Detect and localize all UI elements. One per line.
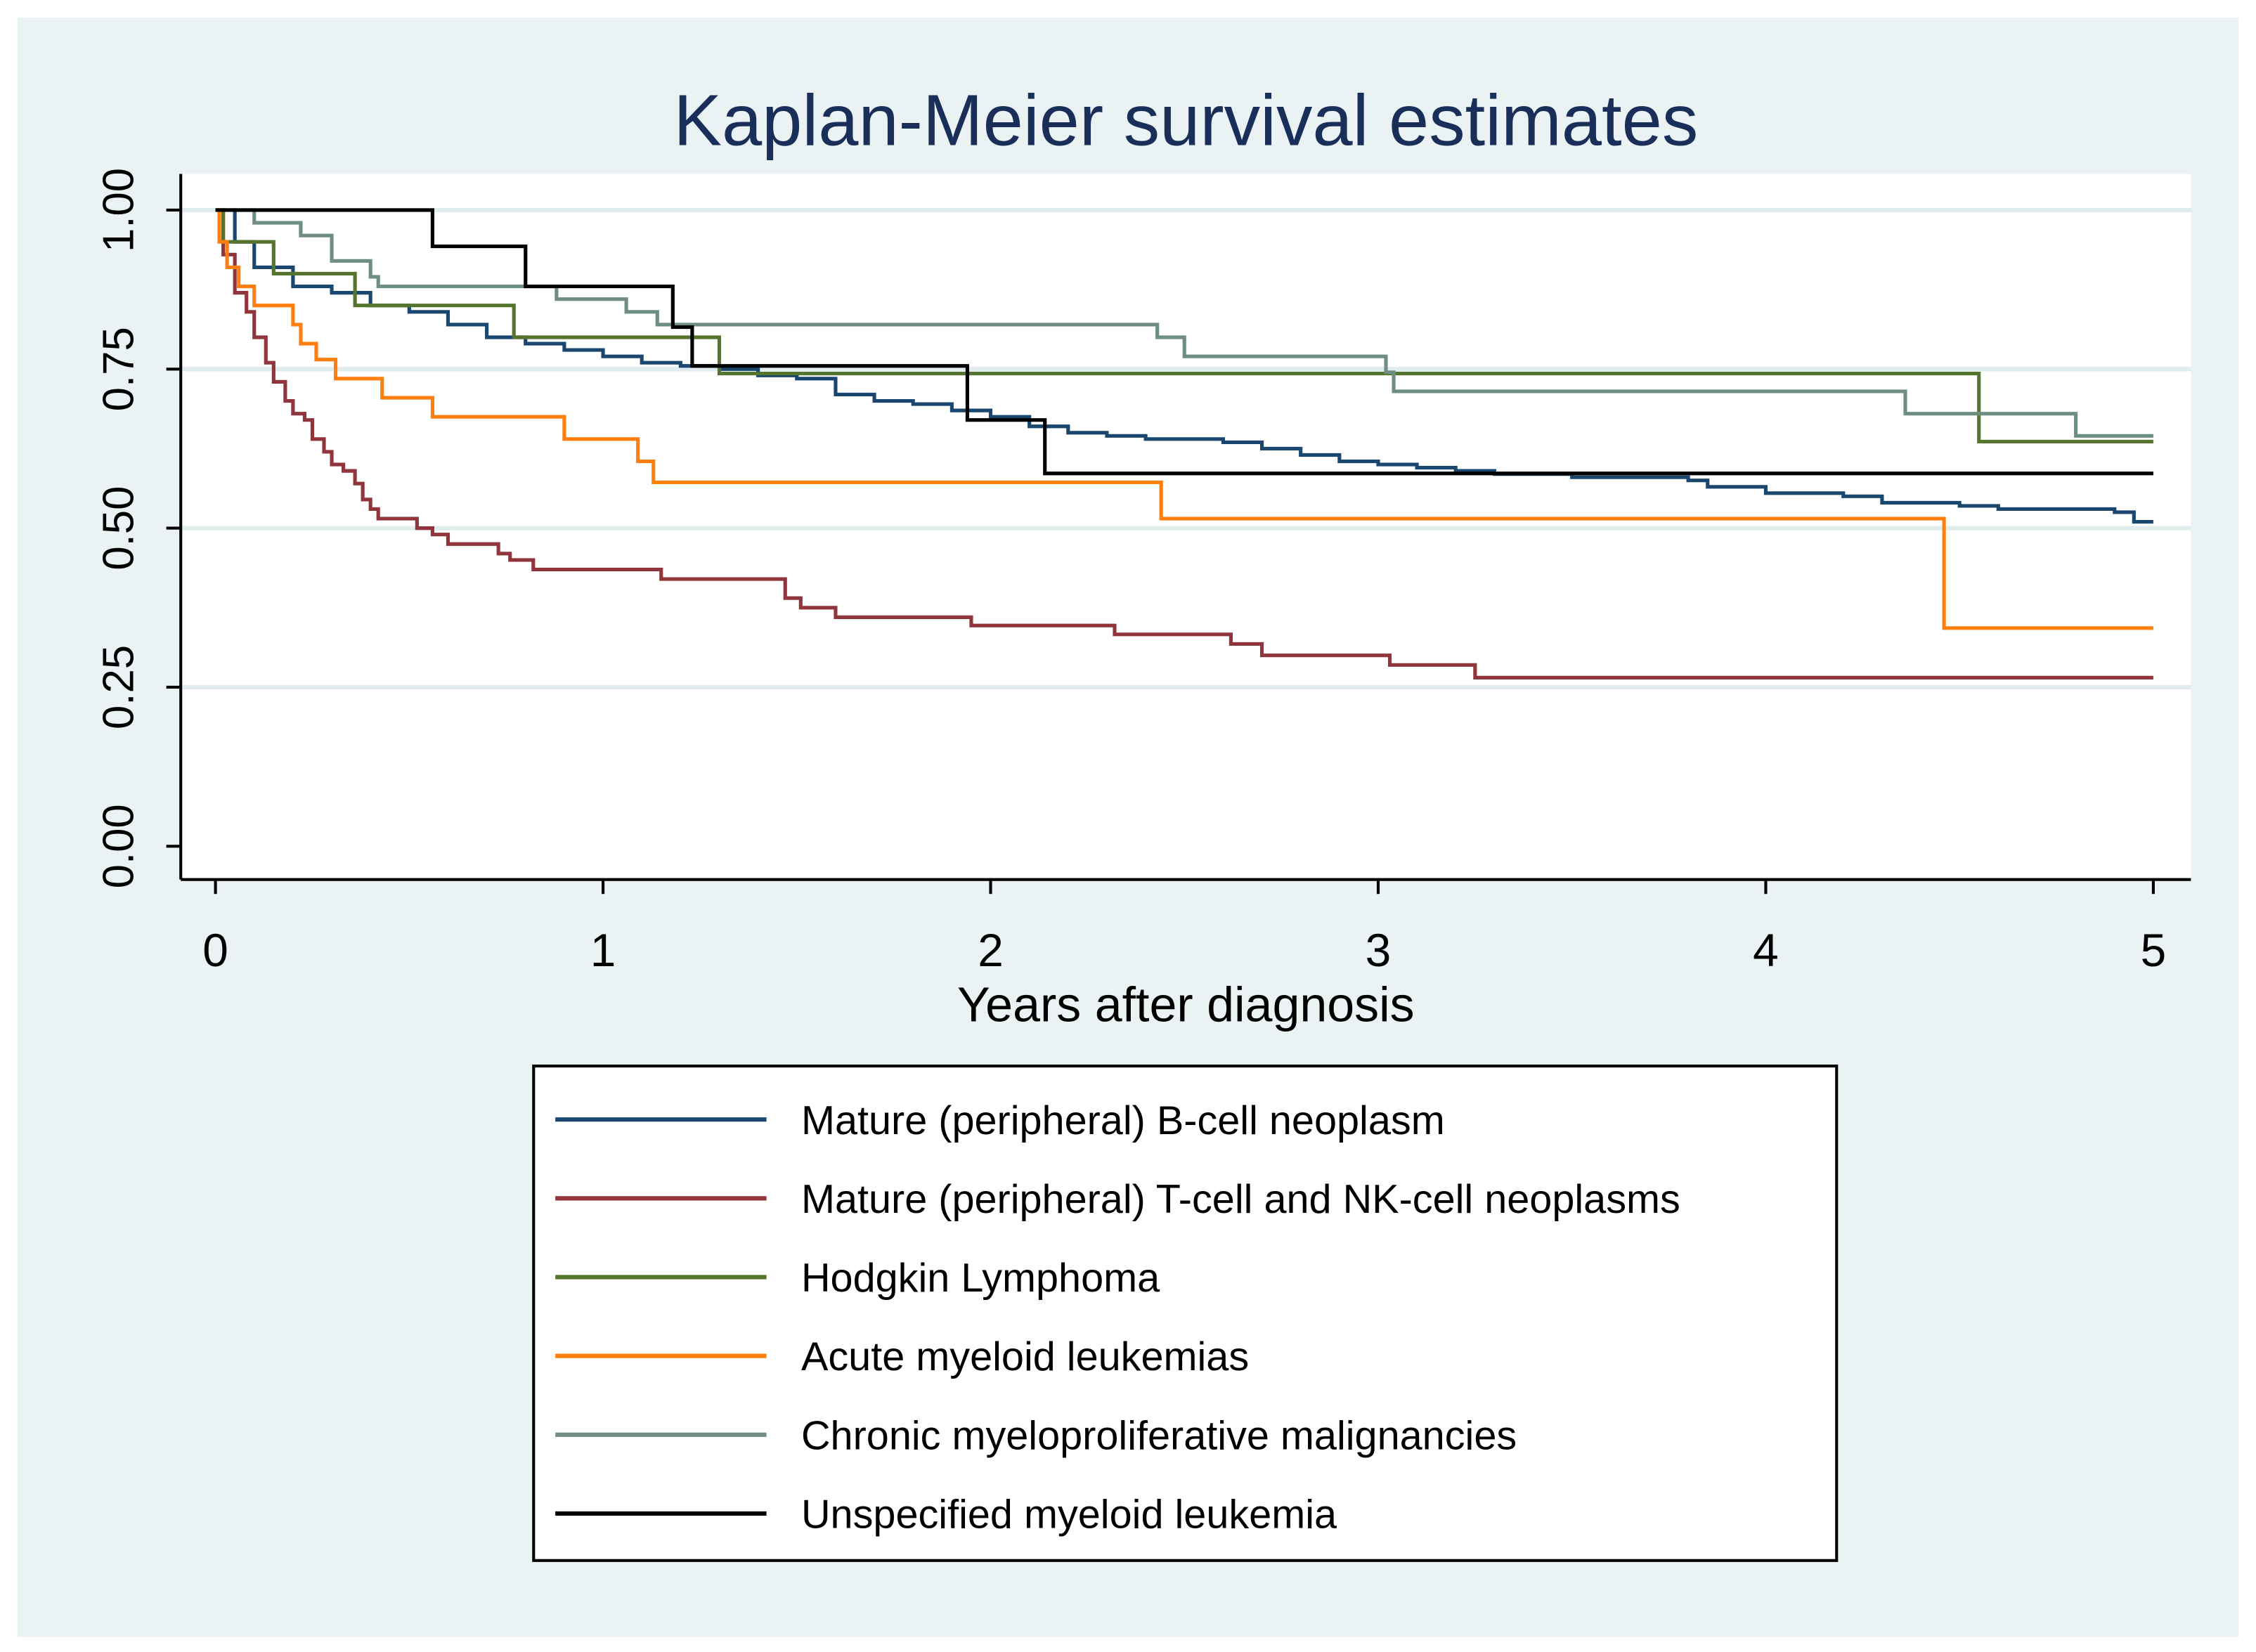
legend-label: Unspecified myeloid leukemia <box>801 1492 1337 1537</box>
legend-label: Acute myeloid leukemias <box>801 1334 1249 1379</box>
survival-curve <box>215 208 2153 444</box>
x-tick-label: 4 <box>1753 924 1779 976</box>
x-tick-label: 3 <box>1366 924 1392 976</box>
x-tick-label: 2 <box>978 924 1004 976</box>
y-tick-label: 0.50 <box>94 486 143 571</box>
survival-curve <box>215 208 2153 679</box>
survival-curve <box>215 208 2153 630</box>
legend-label: Mature (peripheral) B-cell neoplasm <box>801 1098 1445 1143</box>
legend-label: Mature (peripheral) T-cell and NK-cell n… <box>801 1177 1680 1222</box>
y-tick-label: 0.75 <box>94 327 143 411</box>
chart-title: Kaplan-Meier survival estimates <box>673 79 1698 160</box>
y-tick-label: 0.00 <box>94 804 143 888</box>
legend-label: Hodgkin Lymphoma <box>801 1256 1160 1301</box>
survival-curve <box>215 208 2153 438</box>
y-tick-label: 1.00 <box>94 168 143 252</box>
legend <box>532 1065 1839 1562</box>
x-tick-label: 0 <box>202 924 228 976</box>
x-tick-label: 5 <box>2141 924 2167 976</box>
x-tick-label: 1 <box>590 924 616 976</box>
x-axis-label: Years after diagnosis <box>957 977 1415 1032</box>
legend-label: Chronic myeloproliferative malignancies <box>801 1413 1517 1458</box>
survival-curve <box>215 208 2153 476</box>
y-tick-label: 0.25 <box>94 645 143 729</box>
